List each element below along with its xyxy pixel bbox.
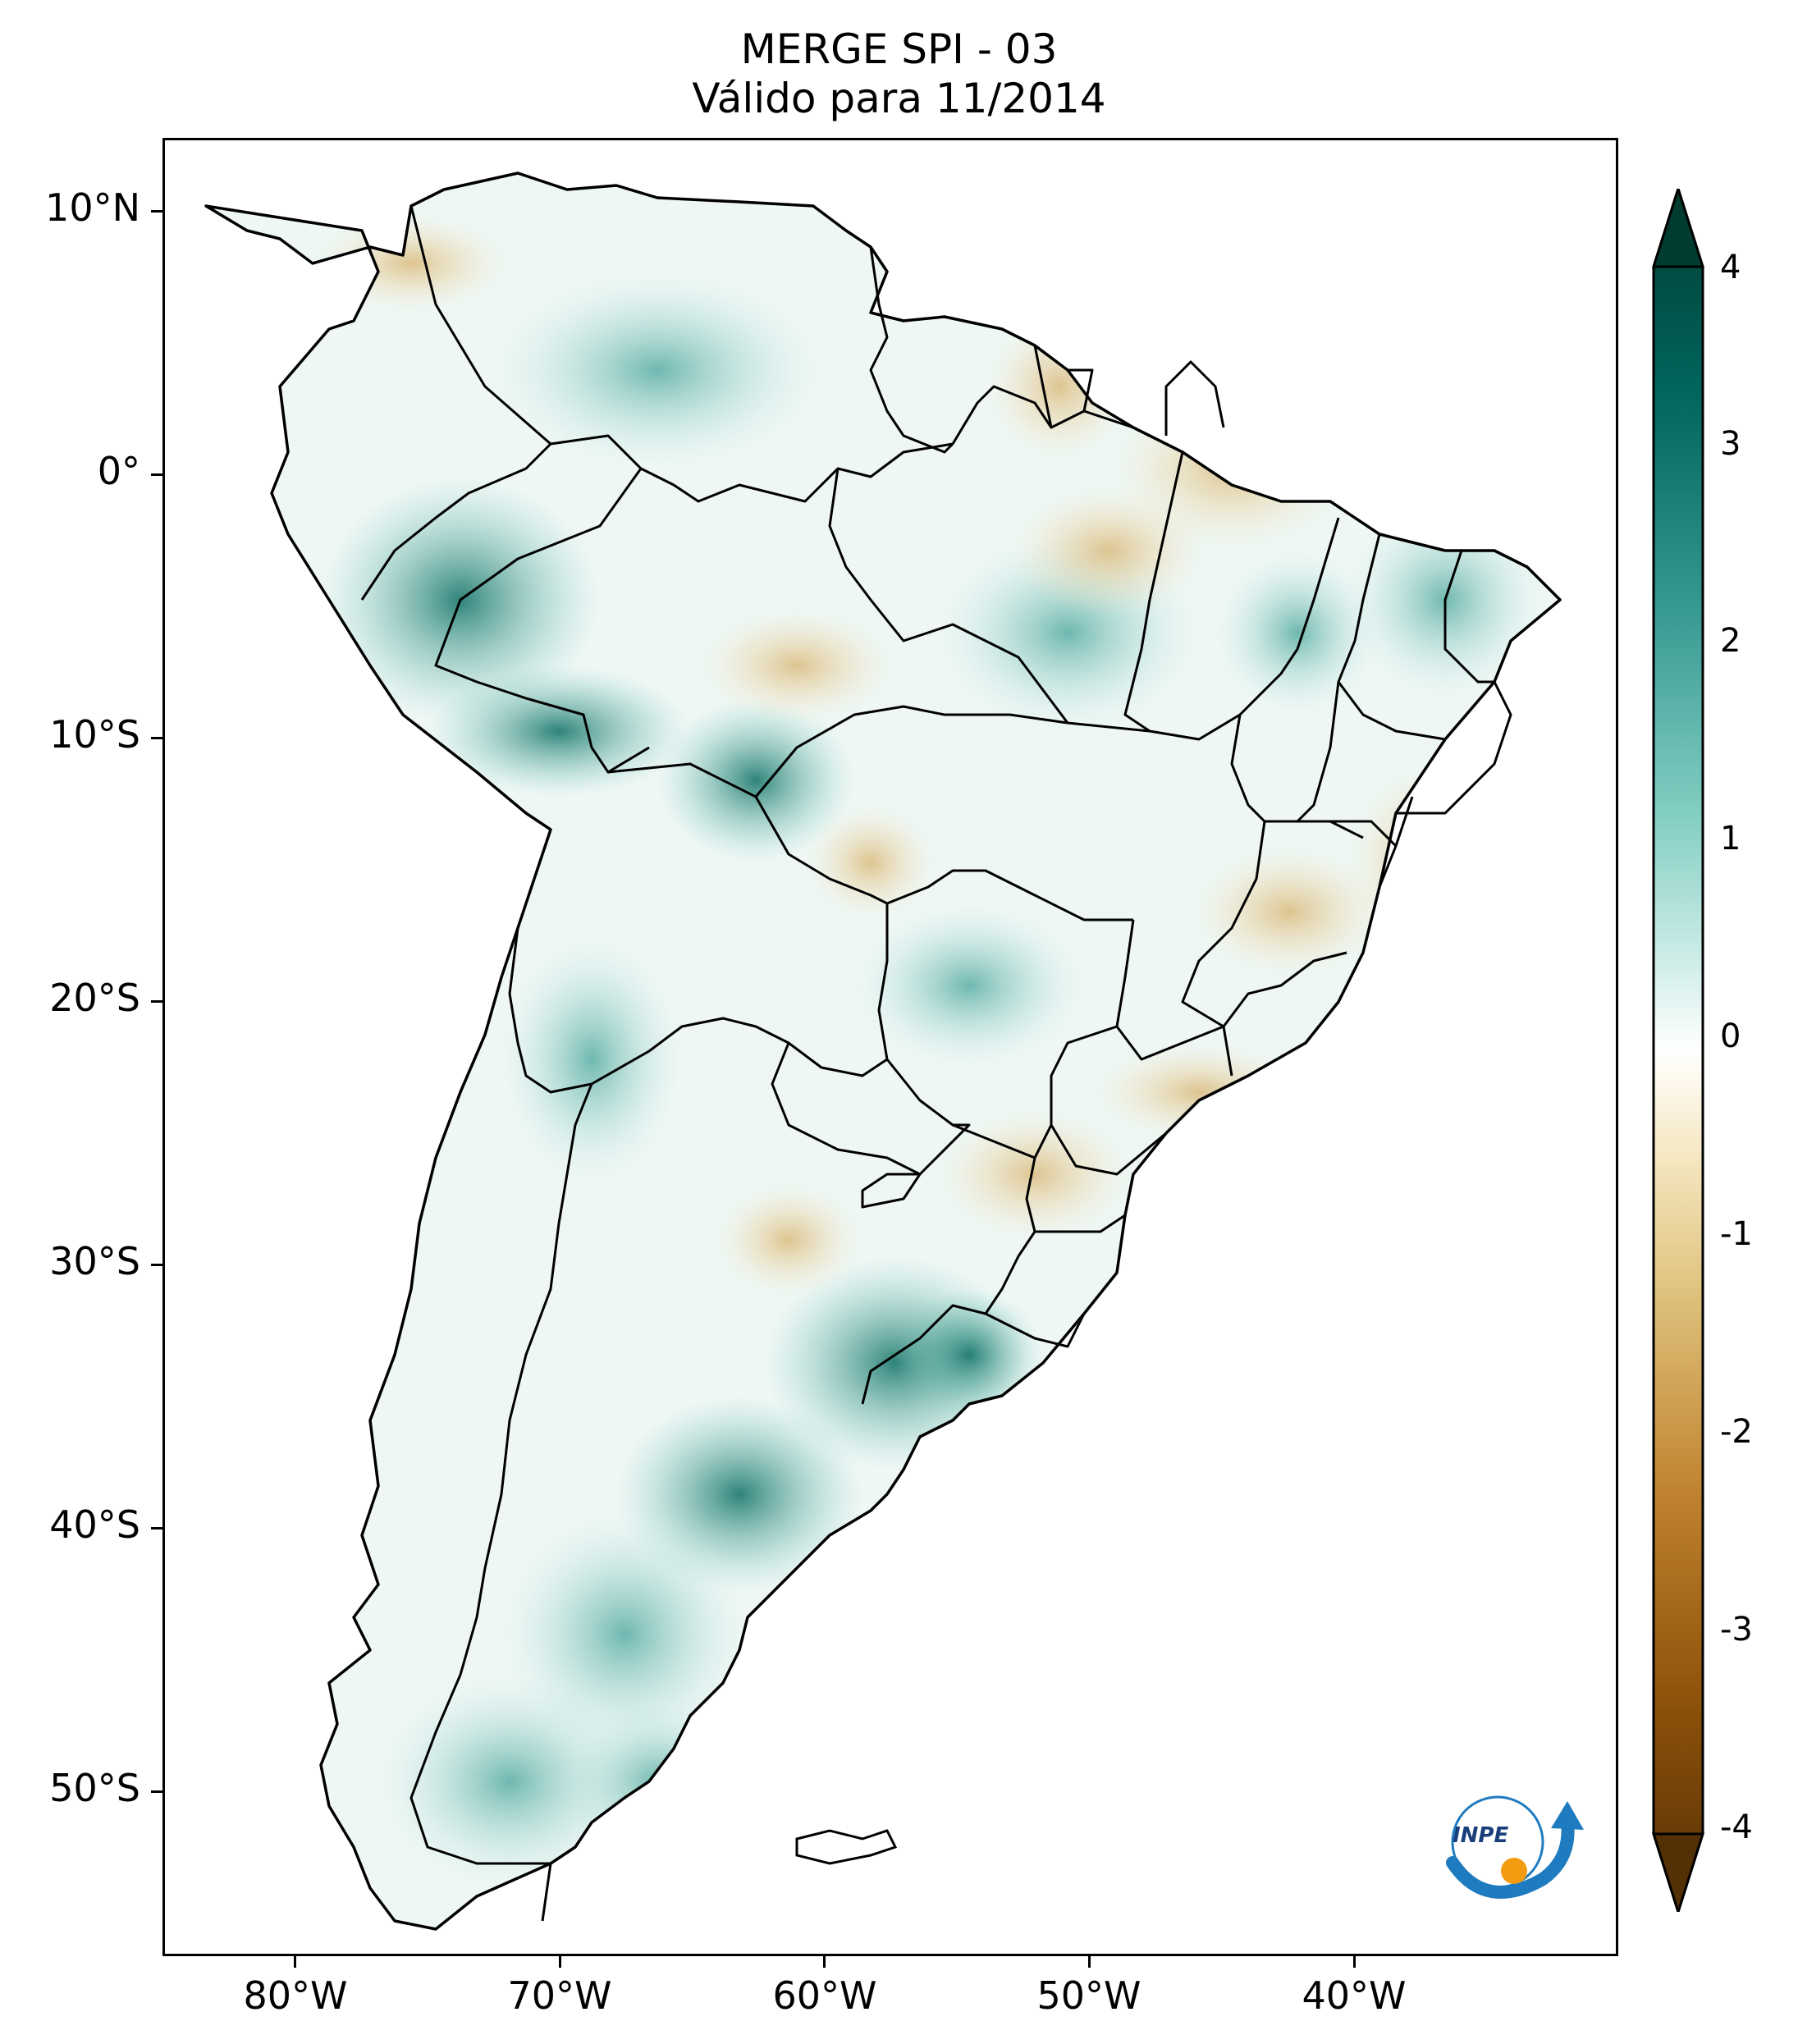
map-title: MERGE SPI - 03 <box>740 25 1058 73</box>
falkland-islands <box>795 1829 898 1865</box>
lon-label-40w: 40°W <box>1302 1973 1407 2018</box>
colorbar-extend-max <box>1651 189 1705 268</box>
lon-label-60w: 60°W <box>772 1973 877 2018</box>
colorbar-extend-min <box>1651 1832 1705 1912</box>
lon-label-80w: 80°W <box>243 1973 348 2018</box>
colorbar-label-m1: -1 <box>1720 1215 1753 1253</box>
lon-label-50w: 50°W <box>1036 1973 1141 2018</box>
colorbar-label-m4: -4 <box>1720 1809 1753 1846</box>
colorbar-label-3: 3 <box>1720 425 1741 463</box>
lon-label-70w: 70°W <box>507 1973 612 2018</box>
colorbar-label-0: 0 <box>1720 1017 1741 1055</box>
land-base <box>206 173 1560 1929</box>
lat-label-30s: 30°S <box>49 1239 140 1283</box>
inpe-logo-icon: INPE <box>1446 1795 1584 1899</box>
borders <box>360 205 1512 1922</box>
lat-label-20s: 20°S <box>49 976 140 1020</box>
colorbar-label-2: 2 <box>1720 622 1741 660</box>
lat-label-10n: 10°N <box>45 185 140 230</box>
lat-label-40s: 40°S <box>49 1502 140 1547</box>
map-subtitle: Válido para 11/2014 <box>692 75 1106 122</box>
colorbar-label-m3: -3 <box>1720 1611 1753 1648</box>
lat-label-10s: 10°S <box>49 712 140 757</box>
lat-label-50s: 50°S <box>49 1766 140 1810</box>
colorbar <box>1651 189 1705 1912</box>
logo-text: INPE <box>1453 1823 1508 1848</box>
lat-label-0: 0° <box>97 449 140 493</box>
colorbar-label-4: 4 <box>1720 249 1741 286</box>
colorbar-label-1: 1 <box>1720 820 1741 857</box>
colorbar-label-m2: -2 <box>1720 1413 1753 1451</box>
colorbar-scale <box>1652 189 1704 1912</box>
coastline <box>204 171 1562 1931</box>
map-frame <box>162 138 1618 1956</box>
south-america-map <box>204 171 1562 1931</box>
